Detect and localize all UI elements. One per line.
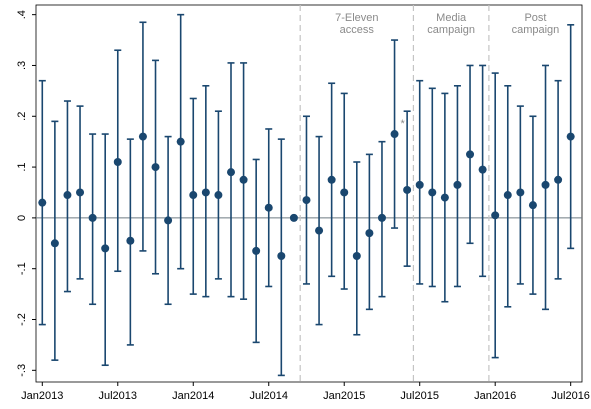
point — [227, 168, 235, 177]
point — [277, 251, 286, 260]
point — [151, 163, 160, 172]
y-tick-label: 0 — [16, 215, 28, 221]
point — [528, 201, 537, 210]
y-tick-label: -.2 — [16, 313, 28, 326]
point — [289, 213, 298, 222]
y-tick-label: -.1 — [16, 262, 28, 275]
point — [63, 191, 72, 200]
x-tick-label: Jul2015 — [400, 390, 439, 402]
x-tick-label: Jul2016 — [551, 390, 590, 402]
point — [50, 239, 59, 248]
point — [302, 196, 311, 205]
x-tick-label: Jul2013 — [99, 390, 138, 402]
point — [176, 137, 185, 146]
point — [214, 191, 223, 200]
point — [440, 193, 449, 202]
plot-frame — [35, 4, 583, 383]
point — [38, 198, 47, 207]
point — [101, 244, 110, 253]
x-tick-label: Jan2016 — [474, 390, 516, 402]
point — [76, 188, 85, 197]
point — [415, 180, 424, 189]
value-note: * — [401, 118, 406, 130]
period-label: 7-Eleven — [335, 12, 378, 24]
y-tick-label: -.3 — [16, 364, 28, 377]
point — [88, 213, 97, 222]
point — [327, 175, 336, 184]
point — [491, 211, 500, 220]
point — [516, 188, 525, 197]
point — [113, 157, 122, 166]
point — [138, 132, 147, 141]
point — [403, 185, 412, 194]
point — [252, 246, 261, 255]
point — [541, 180, 550, 189]
point — [189, 191, 198, 200]
point — [566, 132, 575, 141]
x-tick-label: Jul2014 — [249, 390, 288, 402]
y-tick-label: .1 — [16, 162, 28, 171]
point — [315, 226, 324, 235]
y-tick-label: .2 — [16, 112, 28, 121]
period-label: campaign — [427, 24, 475, 36]
period-label: Post — [524, 12, 546, 24]
point — [428, 188, 437, 197]
point — [164, 216, 173, 225]
point — [201, 188, 210, 197]
point — [478, 165, 487, 174]
point — [239, 175, 248, 184]
point — [264, 203, 273, 212]
y-tick-label: .4 — [16, 10, 28, 19]
x-tick-label: Jan2013 — [21, 390, 63, 402]
period-label: campaign — [512, 24, 560, 36]
point — [340, 188, 349, 197]
point — [453, 180, 462, 189]
y-tick-label: .3 — [16, 61, 28, 70]
point — [554, 175, 563, 184]
point — [377, 213, 386, 222]
period-label: Media — [436, 12, 467, 24]
point — [466, 150, 475, 159]
point — [352, 251, 361, 260]
x-tick-label: Jan2014 — [172, 390, 214, 402]
point — [126, 236, 135, 245]
point — [390, 130, 399, 139]
x-tick-label: Jan2015 — [323, 390, 365, 402]
point — [365, 229, 374, 238]
point — [503, 191, 512, 200]
period-label: access — [340, 24, 375, 36]
